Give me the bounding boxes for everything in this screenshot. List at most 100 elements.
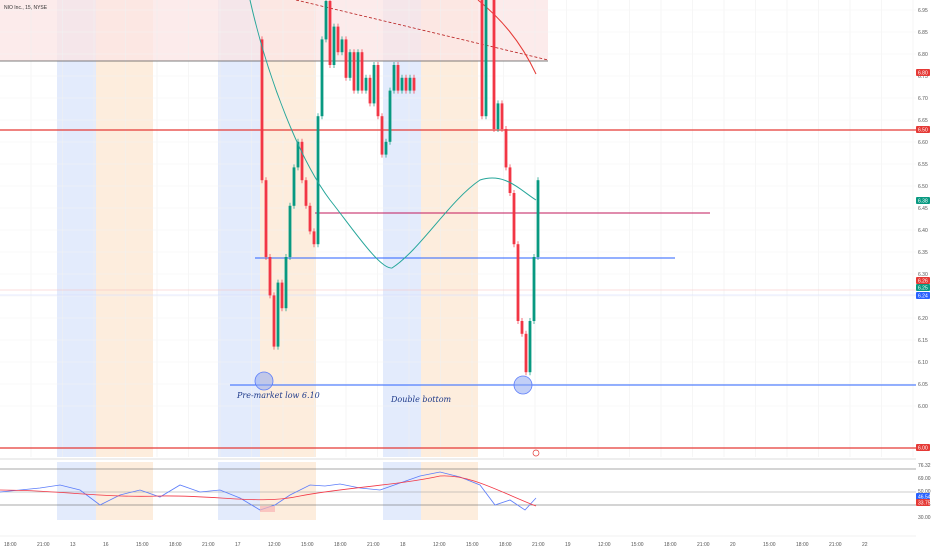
time-axis-label: 21:00 bbox=[532, 542, 545, 548]
candle bbox=[276, 282, 280, 347]
rsi-tag-label: 33.75 bbox=[918, 501, 931, 507]
time-axis-label: 12:00 bbox=[433, 542, 446, 548]
price-tag-label: 6.24 bbox=[918, 294, 928, 300]
price-axis-label: 6.70 bbox=[918, 96, 928, 102]
time-axis-label: 12:00 bbox=[268, 542, 281, 548]
time-axis-label: 15:00 bbox=[763, 542, 776, 548]
session-band bbox=[421, 462, 478, 520]
trend-line-dashed bbox=[295, 0, 549, 61]
rsi-indicator-pane bbox=[0, 458, 916, 512]
candlestick-series bbox=[260, 0, 540, 376]
double-bottom-label: Double bottom bbox=[390, 395, 452, 404]
candle bbox=[328, 0, 332, 65]
double-bottom-marker-right bbox=[513, 375, 533, 395]
time-axis-label: 21:00 bbox=[829, 542, 842, 548]
candle bbox=[344, 39, 348, 78]
price-axis-label: 6.80 bbox=[918, 52, 928, 58]
price-axis-label: 6.05 bbox=[918, 382, 928, 388]
rsi-tag-label: 46.54 bbox=[918, 495, 931, 501]
candle bbox=[388, 90, 392, 142]
price-tag bbox=[916, 292, 930, 299]
price-axis-label: 6.60 bbox=[918, 140, 928, 146]
rsi-ma-line bbox=[0, 475, 537, 507]
candle bbox=[332, 26, 336, 66]
candle bbox=[532, 257, 536, 321]
time-axis-label: 13 bbox=[70, 542, 76, 548]
price-axis-label: 6.45 bbox=[918, 206, 928, 212]
candle bbox=[376, 65, 380, 117]
candle bbox=[288, 205, 292, 257]
ma-line bbox=[249, 0, 537, 269]
price-axis-label: 6.50 bbox=[918, 184, 928, 190]
rsi-axis-label: 76.32 bbox=[918, 463, 931, 469]
price-tag-label: 6.38 bbox=[918, 199, 928, 205]
candle bbox=[356, 52, 360, 91]
time-axis-label: 18:00 bbox=[499, 542, 512, 548]
premarket-low-label: Pre-market low 6.10 bbox=[236, 391, 320, 400]
time-axis-label: 21:00 bbox=[697, 542, 710, 548]
session-band bbox=[218, 462, 260, 520]
candle bbox=[500, 103, 504, 129]
candle bbox=[364, 77, 368, 91]
axes: 6.956.856.806.756.706.656.606.556.506.45… bbox=[0, 8, 931, 548]
candle bbox=[280, 282, 284, 309]
time-axis-label: 21:00 bbox=[37, 542, 50, 548]
rsi-tag bbox=[916, 499, 930, 506]
candle bbox=[484, 0, 488, 117]
price-axis-label: 6.85 bbox=[918, 30, 928, 36]
candle bbox=[380, 116, 384, 155]
candle bbox=[316, 116, 320, 245]
grid-lines bbox=[0, 0, 916, 457]
price-axis-label: 6.40 bbox=[918, 228, 928, 234]
price-axis-label: 6.20 bbox=[918, 316, 928, 322]
price-axis-label: 6.10 bbox=[918, 360, 928, 366]
time-axis-label: 15:00 bbox=[466, 542, 479, 548]
price-tag bbox=[916, 69, 930, 76]
time-axis-label: 18:00 bbox=[169, 542, 182, 548]
time-axis-label: 16 bbox=[103, 542, 109, 548]
price-tag-label: 6.80 bbox=[918, 71, 928, 77]
session-background bbox=[0, 0, 548, 520]
time-axis-label: 21:00 bbox=[367, 542, 380, 548]
time-axis-label: 18:00 bbox=[796, 542, 809, 548]
candle bbox=[492, 0, 496, 129]
candle bbox=[516, 244, 520, 321]
candle bbox=[504, 129, 508, 168]
double-bottom-markers bbox=[254, 371, 540, 457]
candle bbox=[272, 295, 276, 347]
candle bbox=[312, 231, 316, 245]
time-axis-label: 20 bbox=[730, 542, 736, 548]
price-tag bbox=[916, 444, 930, 451]
price-tag bbox=[916, 277, 930, 284]
candle bbox=[260, 39, 264, 181]
session-band bbox=[383, 0, 421, 457]
candle bbox=[408, 77, 412, 91]
candle bbox=[372, 65, 376, 104]
candle bbox=[524, 333, 528, 373]
session-band bbox=[421, 0, 478, 457]
candle bbox=[336, 26, 340, 53]
candle bbox=[396, 65, 400, 91]
time-axis-label: 15:00 bbox=[301, 542, 314, 548]
candle bbox=[352, 52, 356, 91]
price-axis-label: 6.55 bbox=[918, 162, 928, 168]
candle bbox=[536, 180, 540, 257]
candle bbox=[304, 180, 308, 206]
candle bbox=[384, 141, 388, 155]
price-axis-label: 6.30 bbox=[918, 272, 928, 278]
candle bbox=[264, 180, 268, 257]
candle bbox=[392, 65, 396, 91]
candle bbox=[496, 103, 500, 129]
candle bbox=[324, 0, 328, 40]
price-tag-label: 6.00 bbox=[918, 446, 928, 452]
candle bbox=[348, 52, 352, 78]
candle bbox=[368, 77, 372, 104]
price-axis-label: 6.75 bbox=[918, 74, 928, 80]
candle bbox=[300, 141, 304, 181]
time-axis-label: 15:00 bbox=[631, 542, 644, 548]
price-axis-label: 6.95 bbox=[918, 8, 928, 14]
candle bbox=[508, 167, 512, 193]
double-bottom-marker-left bbox=[254, 371, 274, 391]
session-band bbox=[383, 462, 421, 520]
